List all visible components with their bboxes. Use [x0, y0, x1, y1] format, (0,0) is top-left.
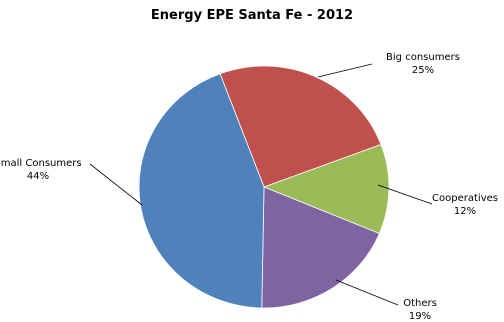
leader-line	[89, 163, 143, 206]
slice-value-label: 44%	[27, 171, 49, 182]
pie-slice-small-consumers	[138, 73, 265, 309]
leader-line	[317, 63, 373, 78]
leader-line	[335, 279, 399, 306]
slice-value-label: 12%	[454, 206, 476, 217]
pie-slice-big-consumers	[219, 65, 382, 188]
pie-slice-others	[261, 186, 380, 309]
slice-name-label: Big consumers	[386, 52, 460, 63]
slice-name-label: Others	[403, 298, 437, 309]
slice-name-label: Small Consumers	[0, 158, 82, 169]
slice-value-label: 19%	[409, 311, 431, 322]
chart-title: Energy EPE Santa Fe - 2012	[150, 8, 354, 23]
slice-value-label: 25%	[412, 65, 434, 76]
leader-line	[377, 184, 433, 205]
slice-name-label: Cooperatives	[432, 193, 498, 204]
